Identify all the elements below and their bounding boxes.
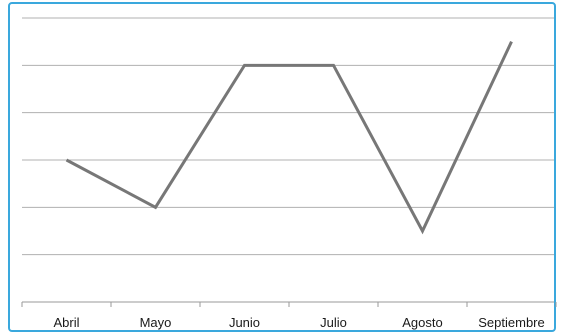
series-lines bbox=[65, 41, 513, 235]
x-axis bbox=[21, 301, 557, 307]
x-tick-label-abril: Abril bbox=[53, 315, 79, 330]
chart-frame bbox=[8, 2, 556, 332]
x-tick-label-agosto: Agosto bbox=[402, 315, 442, 330]
x-tick-label-julio: Julio bbox=[320, 315, 347, 330]
x-tick-label-junio: Junio bbox=[229, 315, 260, 330]
x-tick-label-septiembre: Septiembre bbox=[478, 315, 544, 330]
gridlines bbox=[22, 17, 554, 256]
series-line bbox=[65, 41, 513, 235]
x-tick-label-mayo: Mayo bbox=[140, 315, 172, 330]
x-tick-labels: Abril Mayo Junio Julio Agosto Septiembre bbox=[53, 315, 544, 330]
